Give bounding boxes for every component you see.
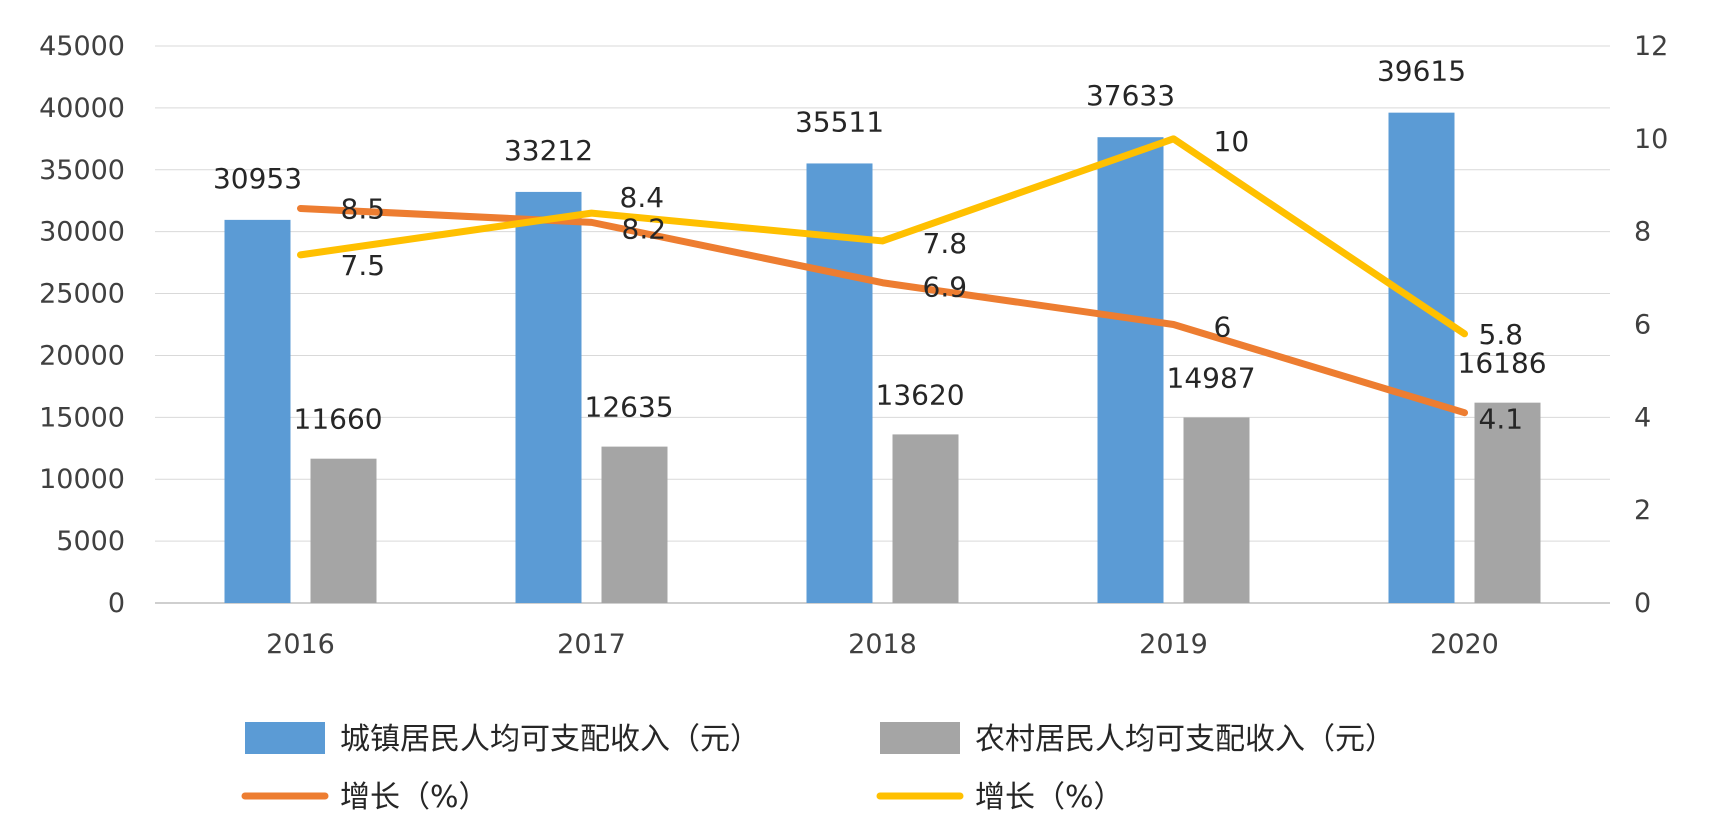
y-tick-label: 0 [108, 588, 125, 619]
y2-tick-label: 8 [1634, 217, 1651, 248]
bar-data-label: 37633 [1086, 79, 1175, 112]
legend-swatch [880, 722, 960, 754]
y2-tick-label: 10 [1634, 124, 1668, 155]
series-line [297, 135, 1468, 338]
x-tick-label: 2018 [848, 629, 917, 660]
y2-tick-label: 0 [1634, 588, 1651, 619]
series-line [297, 204, 1468, 417]
legend-label: 农村居民人均可支配收入（元） [975, 722, 1395, 757]
y-tick-label: 10000 [39, 464, 125, 495]
bar-data-label: 35511 [795, 105, 884, 138]
bar [1183, 417, 1250, 603]
bar-data-label: 13620 [876, 378, 965, 411]
y-tick-label: 25000 [39, 279, 125, 310]
bar [224, 219, 291, 603]
data-labels: 30953 33212 35511 37633 39615 11660 12635 13620… [213, 55, 1547, 436]
bar-data-label: 33212 [504, 134, 593, 167]
y2-tick-label: 4 [1634, 402, 1651, 433]
line-data-label: 8.5 [341, 192, 386, 225]
y-tick-label: 5000 [56, 526, 125, 557]
bar [1474, 402, 1541, 603]
y-tick-label: 45000 [39, 31, 125, 62]
y2-tick-label: 6 [1634, 310, 1651, 341]
legend-label: 增长（%） [340, 780, 489, 815]
line-data-label: 4.1 [1479, 403, 1524, 436]
lines [297, 135, 1468, 417]
line-data-label: 8.2 [622, 212, 667, 245]
line-data-label: 6 [1214, 311, 1232, 344]
bars [224, 112, 1541, 604]
bar [1097, 137, 1164, 604]
legend: 城镇居民人均可支配收入（元） 农村居民人均可支配收入（元） 增长（%） 增长（%） [241, 722, 1395, 815]
y2-tick-label: 12 [1634, 31, 1668, 62]
bar-data-label: 12635 [585, 391, 674, 424]
bar-data-label: 16186 [1458, 347, 1547, 380]
bar-data-label: 39615 [1377, 55, 1466, 88]
x-tick-label: 2019 [1139, 629, 1208, 660]
bar [601, 446, 668, 603]
y-tick-label: 20000 [39, 340, 125, 371]
y-tick-label: 35000 [39, 155, 125, 186]
line-data-label: 7.8 [923, 227, 968, 260]
legend-swatch [245, 722, 325, 754]
legend-label: 城镇居民人均可支配收入（元） [340, 722, 760, 757]
line-data-label: 10 [1214, 125, 1250, 158]
y-tick-label: 40000 [39, 93, 125, 124]
axes: 0 5000 10000 15000 20000 25000 30000 35000 40000… [39, 31, 1668, 660]
legend-label: 增长（%） [975, 780, 1124, 815]
bar-data-label: 11660 [294, 403, 383, 436]
y2-tick-label: 2 [1634, 495, 1651, 526]
line-data-label: 7.5 [341, 249, 386, 282]
y-tick-label: 15000 [39, 402, 125, 433]
bar [892, 434, 959, 603]
bar [515, 191, 582, 603]
line-data-label: 8.4 [620, 181, 665, 214]
bar [806, 163, 873, 603]
bar-data-label: 30953 [213, 162, 302, 195]
x-tick-label: 2017 [557, 629, 626, 660]
x-tick-label: 2020 [1430, 629, 1499, 660]
y-tick-label: 30000 [39, 217, 125, 248]
line-data-label: 6.9 [923, 271, 968, 304]
bar-data-label: 14987 [1167, 361, 1256, 394]
bar [310, 458, 377, 603]
gridlines [155, 45, 1610, 604]
line-data-label: 5.8 [1479, 318, 1524, 351]
bar [1388, 112, 1455, 604]
x-tick-label: 2016 [266, 629, 335, 660]
